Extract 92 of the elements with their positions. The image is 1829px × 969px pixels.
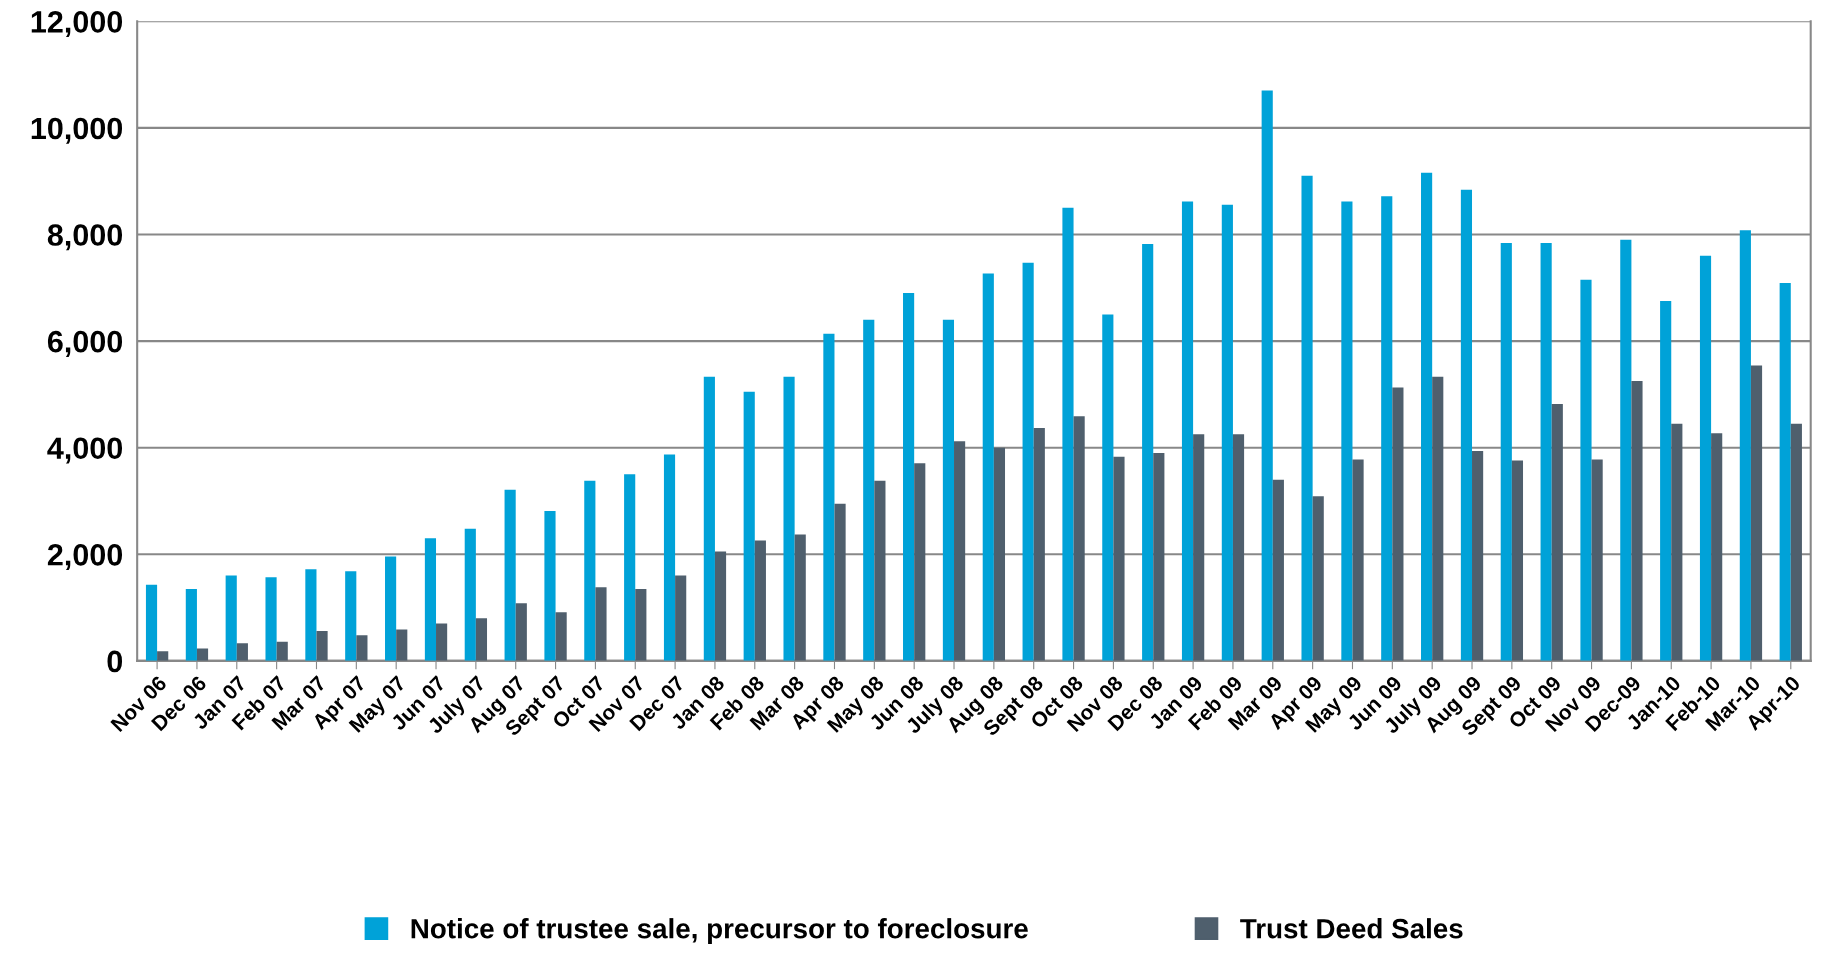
- bar: [1181, 201, 1194, 661]
- bar: [675, 575, 687, 661]
- bar: [1022, 262, 1034, 661]
- bar: [1102, 314, 1114, 661]
- bar: [982, 273, 994, 661]
- bar: [464, 528, 476, 661]
- y-tick-label: 0: [107, 650, 123, 673]
- bar: [754, 540, 766, 661]
- bar: [265, 577, 277, 661]
- bar: [504, 489, 516, 661]
- bar: [424, 538, 437, 661]
- bar: [635, 588, 647, 661]
- bar: [276, 641, 288, 661]
- bar: [1540, 243, 1552, 661]
- bar: [1779, 283, 1791, 661]
- bar: [1699, 255, 1712, 661]
- bar: [1062, 207, 1074, 661]
- bar: [1620, 239, 1632, 661]
- bar: [1671, 423, 1683, 661]
- bar: [1153, 453, 1165, 661]
- bar: [1631, 381, 1643, 661]
- bar: [1472, 450, 1484, 661]
- bar: [1142, 244, 1154, 661]
- bar: [475, 618, 488, 661]
- bar: [914, 463, 926, 661]
- bar: [225, 575, 237, 661]
- legend-label: Notice of trustee sale, precursor to foreclosure: [411, 918, 1028, 944]
- y-tick-label: 4,000: [47, 437, 123, 464]
- bar: [356, 635, 368, 661]
- bar: [1193, 434, 1205, 661]
- bar: [1591, 459, 1603, 661]
- bar: [185, 588, 197, 661]
- bar: [1421, 172, 1433, 661]
- bar: [1739, 230, 1751, 661]
- bar: [624, 474, 636, 661]
- bar: [555, 612, 567, 661]
- bar: [1312, 496, 1324, 661]
- bar: [515, 603, 527, 661]
- bar: [1511, 460, 1524, 661]
- bar: [1660, 301, 1672, 661]
- bar: [305, 569, 317, 661]
- bar: [1073, 416, 1085, 661]
- y-tick-label: 6,000: [47, 330, 123, 357]
- y-tick-label: 12,000: [31, 11, 123, 38]
- bar: [863, 319, 875, 661]
- bar: [1341, 201, 1353, 661]
- bar: [396, 629, 408, 661]
- bar: [1381, 196, 1393, 661]
- bar: [145, 584, 158, 661]
- bar: [823, 333, 835, 661]
- bar: [1272, 479, 1284, 661]
- bar: [316, 631, 328, 661]
- legend-label: Trust Deed Sales: [1240, 918, 1463, 939]
- bar: [954, 441, 966, 661]
- bar: [1750, 365, 1763, 661]
- bar: [1352, 459, 1364, 661]
- bar: [584, 480, 596, 661]
- bar: [743, 391, 755, 661]
- bar: [1500, 243, 1512, 661]
- bar: [1033, 427, 1045, 661]
- bar: [942, 319, 955, 661]
- bar: [1232, 434, 1245, 661]
- bar: [714, 551, 727, 661]
- y-tick-label: 8,000: [47, 224, 123, 251]
- bar: [544, 511, 556, 661]
- bar: [595, 587, 607, 661]
- bar: [993, 447, 1006, 661]
- bar: [1432, 376, 1444, 661]
- bar: [1711, 433, 1723, 661]
- bar: [1580, 279, 1592, 661]
- y-tick-label: 10,000: [31, 117, 123, 144]
- bar: [157, 651, 169, 661]
- bar: [703, 376, 715, 661]
- bar: [794, 534, 806, 661]
- bar: [1551, 403, 1563, 661]
- bar: [385, 556, 397, 661]
- bar: [345, 571, 357, 661]
- bar: [1460, 189, 1473, 661]
- bar: [1392, 387, 1404, 661]
- bar: [903, 293, 915, 661]
- bar: [436, 623, 448, 661]
- bar: [874, 480, 886, 661]
- bar: [1113, 456, 1125, 661]
- bar: [834, 503, 846, 661]
- bar: [1790, 423, 1802, 661]
- bar: [783, 376, 795, 661]
- y-tick-label: 2,000: [47, 544, 123, 571]
- bar: [1301, 175, 1313, 661]
- bar: [236, 643, 248, 661]
- bar: [1261, 90, 1273, 661]
- bar: [663, 454, 676, 661]
- bar: [1221, 204, 1233, 661]
